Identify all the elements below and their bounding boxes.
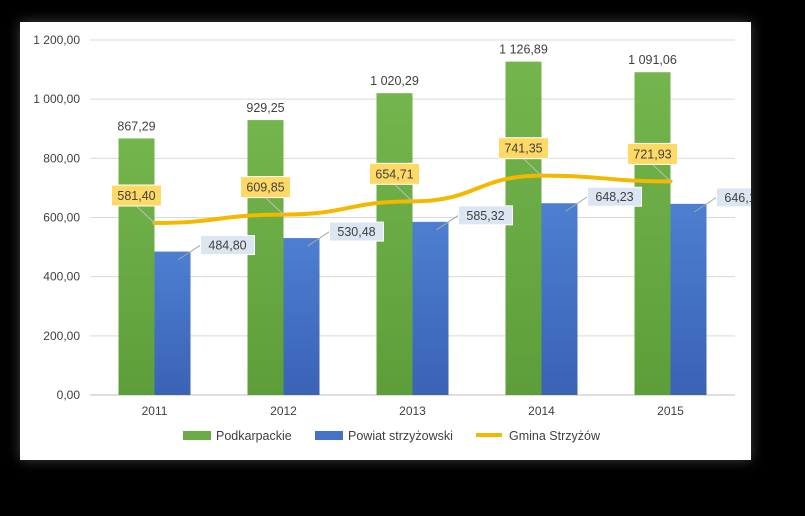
leader-line-powiat-0 — [178, 244, 201, 260]
bar-podkarpackie-0 — [118, 138, 155, 396]
callout-box-gmina-1 — [240, 176, 291, 199]
callout-box-powiat-0 — [200, 235, 255, 256]
leader-line-gmina-0 — [136, 205, 155, 224]
y-tick-label-4: 800,00 — [43, 151, 80, 165]
data-label-podkarpackie-4: 1 091,06 — [628, 53, 677, 67]
callout-box-powiat-4 — [716, 187, 751, 208]
callout-box-powiat-1 — [329, 221, 384, 242]
y-tick-label-3: 600,00 — [43, 211, 80, 225]
bar-powiat-0 — [154, 251, 191, 395]
callout-box-gmina-0 — [111, 184, 162, 207]
x-tick-label-1: 2012 — [270, 404, 297, 418]
bar-powiat-3 — [541, 203, 578, 395]
x-tick-label-0: 2011 — [142, 404, 168, 418]
data-label-podkarpackie-3: 1 126,89 — [499, 43, 548, 57]
data-label-podkarpackie-1: 929,25 — [246, 101, 284, 115]
x-tick-label-2: 2013 — [399, 404, 426, 418]
leader-line-powiat-3 — [565, 196, 588, 212]
callout-box-gmina-4 — [627, 142, 678, 165]
data-label-gmina-2: 654,71 — [375, 167, 413, 181]
bar-podkarpackie-1 — [247, 120, 284, 396]
leader-line-powiat-4 — [694, 196, 717, 213]
bar-powiat-4 — [670, 203, 707, 395]
bar-powiat-2 — [412, 221, 449, 395]
y-tick-label-0: 0,00 — [57, 388, 81, 402]
leader-line-gmina-2 — [394, 183, 413, 202]
bar-podkarpackie-4 — [634, 72, 671, 395]
callout-box-gmina-2 — [369, 162, 420, 185]
data-label-powiat-1: 530,48 — [337, 225, 375, 239]
leader-line-gmina-3 — [523, 158, 542, 177]
legend-swatch-1 — [315, 431, 343, 440]
chart-svg: 0,00 200,00 400,00 600,00 800,00 1 000,00 1 20… — [33, 33, 751, 443]
data-label-powiat-3: 648,23 — [595, 190, 633, 204]
callout-box-powiat-2 — [458, 205, 513, 226]
callout-box-gmina-3 — [498, 137, 549, 160]
callout-box-powiat-3 — [587, 186, 642, 207]
data-label-powiat-0: 484,80 — [208, 239, 246, 253]
bar-powiat-1 — [283, 238, 320, 395]
x-tick-label-3: 2014 — [528, 404, 555, 418]
bar-podkarpackie-3 — [505, 61, 542, 395]
legend-label-2: Gmina Strzyżów — [509, 429, 601, 443]
data-label-powiat-4: 646,10 — [724, 191, 751, 205]
data-label-powiat-2: 585,32 — [466, 209, 504, 223]
data-label-gmina-3: 741,35 — [504, 142, 542, 156]
x-tick-label-4: 2015 — [657, 404, 684, 418]
y-tick-label-6: 1 200,00 — [33, 33, 80, 47]
data-label-gmina-1: 609,85 — [246, 181, 284, 195]
data-label-podkarpackie-0: 867,29 — [117, 119, 155, 133]
data-label-gmina-0: 581,40 — [117, 189, 155, 203]
chart-card: 0,00 200,00 400,00 600,00 800,00 1 000,00 1 20… — [20, 22, 751, 460]
leader-line-gmina-4 — [652, 164, 671, 182]
legend-swatch-0 — [183, 431, 211, 440]
y-tick-label-1: 200,00 — [43, 329, 80, 343]
legend-label-1: Powiat strzyżowski — [348, 429, 453, 443]
bar-podkarpackie-2 — [376, 93, 413, 395]
legend-label-0: Podkarpackie — [216, 429, 292, 443]
data-label-gmina-4: 721,93 — [633, 147, 671, 161]
leader-line-powiat-1 — [307, 231, 330, 247]
y-tick-label-2: 400,00 — [43, 270, 80, 284]
leader-line-powiat-2 — [436, 214, 459, 231]
data-label-podkarpackie-2: 1 020,29 — [370, 74, 419, 88]
leader-line-gmina-1 — [265, 197, 284, 215]
y-tick-label-5: 1 000,00 — [33, 92, 80, 106]
